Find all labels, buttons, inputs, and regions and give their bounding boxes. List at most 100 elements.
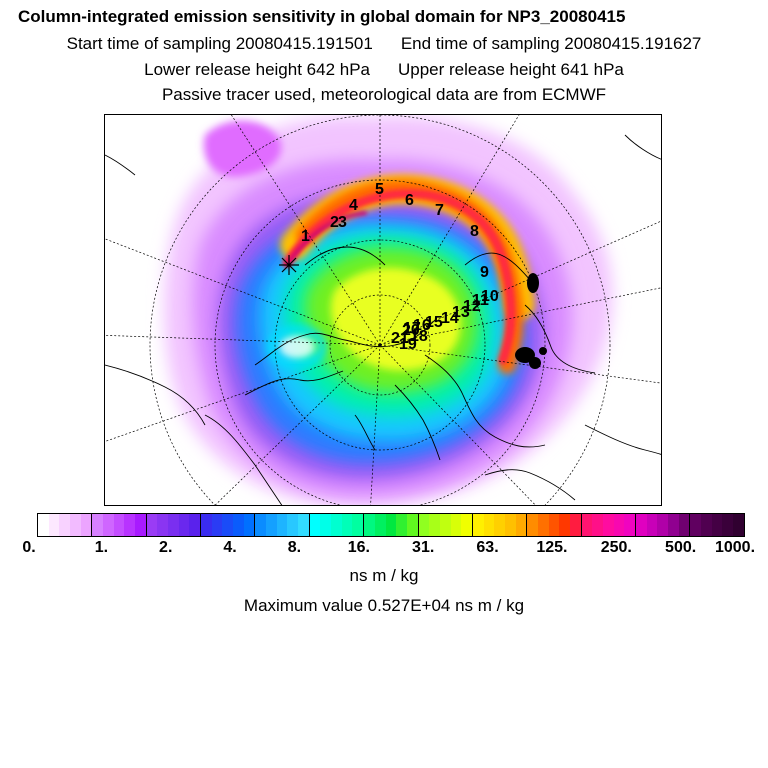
traj-label-19: 19	[399, 336, 417, 353]
traj-label-12: 12	[463, 298, 481, 315]
colorbar-segment	[429, 514, 440, 536]
colorbar-tick-label: 63.	[476, 539, 499, 556]
colorbar-segment	[309, 514, 321, 536]
colorbar-segment	[504, 514, 516, 536]
traj-label-2: 2	[330, 214, 339, 231]
colorbar-tick-label: 500.	[665, 539, 697, 556]
colorbar-tick-label: 4.	[223, 539, 237, 556]
trajectory-labels: 1 2 3 4 5 6 7 8 9 10 11 12 13 14 15 16 1…	[301, 181, 499, 353]
colorbar-segment	[592, 514, 603, 536]
traj-label-3: 3	[338, 214, 347, 231]
lower-release-label: Lower release height 642 hPa	[144, 60, 370, 79]
colorbar-segment	[320, 514, 332, 536]
release-heights: Lower release height 642 hPa Upper releas…	[0, 59, 768, 81]
traj-label-21: 21	[391, 330, 409, 347]
traj-label-1: 1	[301, 228, 310, 245]
colorbar-tick-label: 2.	[159, 539, 173, 556]
colorbar-segment	[201, 514, 212, 536]
colorbar-segment	[157, 514, 169, 536]
colorbar-segment	[527, 514, 538, 536]
colorbar-segment	[70, 514, 81, 536]
colorbar-segment	[461, 514, 473, 536]
colorbar-segment	[690, 514, 701, 536]
traj-label-18: 18	[410, 328, 428, 345]
colorbar-segment	[450, 514, 462, 536]
end-time-label: End time of sampling 20080415.191627	[400, 34, 702, 53]
upper-release-label: Upper release height 641 hPa	[398, 60, 624, 79]
colorbar	[37, 513, 745, 537]
map-title: Column-integrated emission sensitivity i…	[18, 7, 626, 26]
colorbar-segment	[276, 514, 288, 536]
colorbar-segment	[103, 514, 114, 536]
colorbar-segment	[548, 514, 560, 536]
colorbar-segment	[569, 514, 582, 536]
colorbar-tick-label: 125.	[536, 539, 568, 556]
colorbar-tick-label: 0.	[22, 539, 36, 556]
colorbar-segment	[613, 514, 625, 536]
colorbar-segment	[537, 514, 549, 536]
colorbar-tick-label: 16.	[347, 539, 370, 556]
colorbar-segment	[146, 514, 158, 536]
colorbar-segment	[113, 514, 125, 536]
colorbar-segment	[494, 514, 505, 536]
colorbar-segment	[657, 514, 668, 536]
colorbar-tick-label: 1000.	[714, 539, 756, 556]
colorbar-segment	[364, 514, 375, 536]
colorbar-segment	[48, 514, 60, 536]
colorbar-segment	[189, 514, 202, 536]
sensitivity-field	[164, 115, 613, 505]
traj-label-20: 20	[402, 322, 420, 339]
colorbar-segment	[59, 514, 71, 536]
coastlines	[105, 134, 661, 505]
colorbar-ticks: 0. 1. 2. 4. 8. 16. 31. 63. 125. 250. 500. 1000.	[0, 539, 768, 559]
colorbar-segment	[439, 514, 451, 536]
colorbar-segment	[298, 514, 310, 536]
colorbar-tick-label: 8.	[287, 539, 302, 556]
colorbar-segment	[255, 514, 267, 536]
traj-label-11: 11	[472, 292, 489, 309]
traj-label-14: 14	[441, 310, 459, 327]
colorbar-segment	[418, 514, 430, 536]
info-line: Passive tracer used, meteorological data…	[161, 85, 607, 104]
colorbar-units: ns m / kg	[349, 566, 419, 585]
colorbar-segment	[80, 514, 93, 536]
colorbar-segment	[646, 514, 658, 536]
high-sensitivity-patches	[515, 273, 547, 369]
colorbar-segment	[515, 514, 528, 536]
colorbar-segment	[559, 514, 570, 536]
start-time-label: Start time of sampling 20080415.191501	[66, 34, 373, 53]
colorbar-tick-label: 31.	[412, 539, 435, 556]
traj-label-15: 15	[425, 314, 443, 331]
colorbar-segment	[711, 514, 723, 536]
colorbar-segment	[266, 514, 277, 536]
traj-label-17: 17	[403, 320, 421, 337]
colorbar-segment	[667, 514, 679, 536]
lat-lon-grid	[105, 115, 661, 505]
colorbar-segment	[222, 514, 234, 536]
polar-map: 1 2 3 4 5 6 7 8 9 10 11 12 13 14 15 16 1…	[104, 114, 662, 506]
colorbar-segment	[233, 514, 244, 536]
colorbar-segment	[178, 514, 190, 536]
traj-label-9: 9	[480, 264, 489, 281]
traj-label-10: 10	[481, 288, 499, 305]
traj-label-5: 5	[375, 181, 384, 198]
colorbar-segment	[396, 514, 407, 536]
release-point-marker	[279, 255, 299, 275]
map-svg: 1 2 3 4 5 6 7 8 9 10 11 12 13 14 15 16 1…	[105, 115, 661, 505]
colorbar-segment	[722, 514, 733, 536]
sampling-times: Start time of sampling 20080415.191501 En…	[0, 33, 768, 55]
colorbar-segment	[581, 514, 593, 536]
colorbar-segment	[38, 514, 49, 536]
colorbar-segment	[635, 514, 647, 536]
colorbar-segment	[341, 514, 353, 536]
colorbar-segment	[287, 514, 299, 536]
traj-label-13: 13	[452, 304, 470, 321]
traj-label-16: 16	[413, 317, 431, 334]
colorbar-segment	[92, 514, 104, 536]
colorbar-segment	[624, 514, 636, 536]
colorbar-segment	[168, 514, 179, 536]
colorbar-segment	[331, 514, 342, 536]
colorbar-segment	[602, 514, 614, 536]
colorbar-segment	[483, 514, 495, 536]
colorbar-segment	[124, 514, 136, 536]
